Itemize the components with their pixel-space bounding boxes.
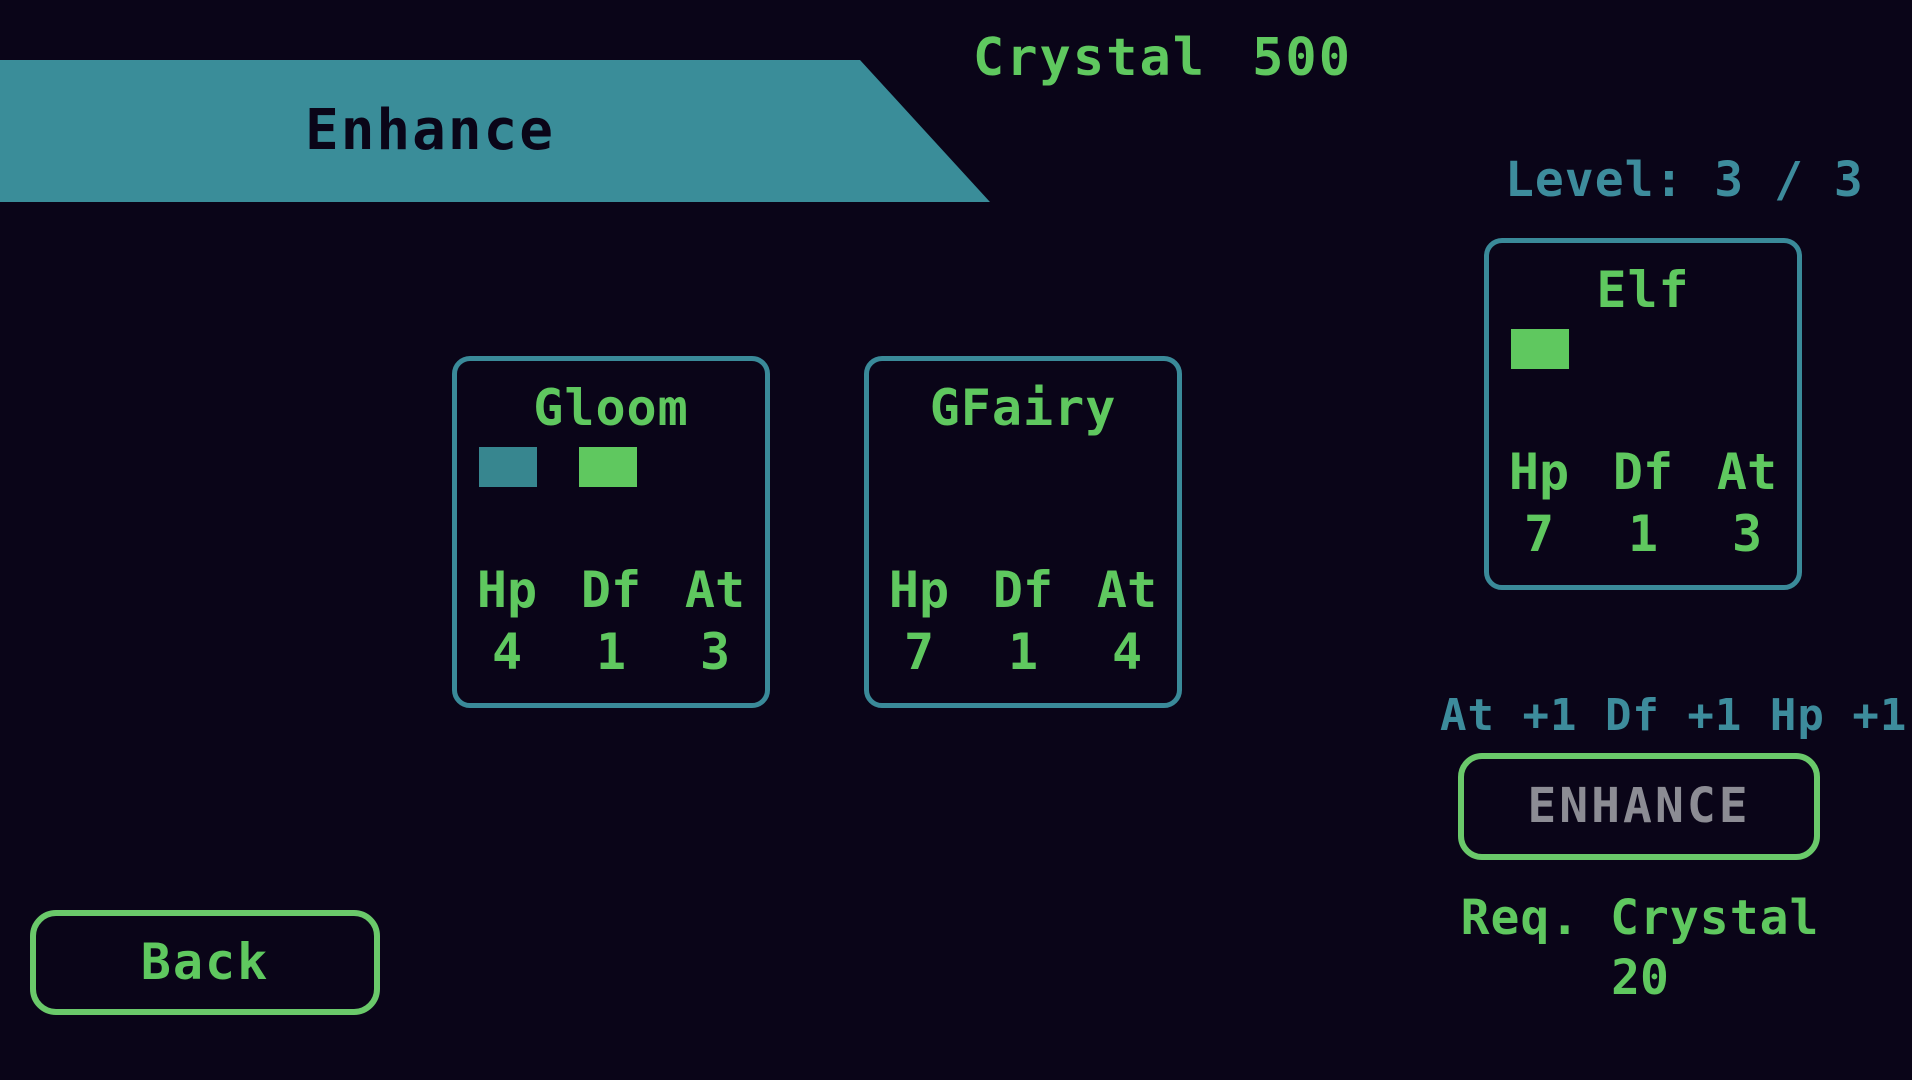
stat-value-df: 1 bbox=[1007, 623, 1039, 681]
unit-name-label: GFairy bbox=[929, 379, 1117, 437]
required-crystal-value: 20 bbox=[1611, 950, 1669, 1006]
stat-label-at: At bbox=[1096, 561, 1158, 619]
stat-label-df: Df bbox=[580, 561, 642, 619]
stat-label-row: Hp Df At bbox=[457, 561, 765, 619]
stat-label-row: Hp Df At bbox=[1489, 443, 1797, 501]
stat-value-hp: 7 bbox=[1523, 505, 1555, 563]
unit-card-elf[interactable]: Elf Hp Df At 7 1 3 bbox=[1484, 238, 1802, 590]
stat-value-row: 7 1 4 bbox=[869, 623, 1177, 681]
stat-value-df: 1 bbox=[1627, 505, 1659, 563]
element-swatch-green bbox=[579, 447, 637, 487]
level-readout: Level: 3 / 3 bbox=[1505, 152, 1864, 208]
stat-label-at: At bbox=[1716, 443, 1778, 501]
stat-label-df: Df bbox=[992, 561, 1054, 619]
stat-value-at: 4 bbox=[1111, 623, 1143, 681]
unit-card-gfairy[interactable]: GFairy Hp Df At 7 1 4 bbox=[864, 356, 1182, 708]
stat-label-hp: Hp bbox=[476, 561, 538, 619]
element-swatch-teal bbox=[479, 447, 537, 487]
crystal-amount: 500 bbox=[1252, 28, 1352, 88]
stat-value-hp: 4 bbox=[491, 623, 523, 681]
stat-label-at: At bbox=[684, 561, 746, 619]
stat-value-row: 4 1 3 bbox=[457, 623, 765, 681]
stat-gain-preview: At +1 Df +1 Hp +1 bbox=[1440, 690, 1908, 741]
crystal-readout: Crystal 500 bbox=[973, 28, 1352, 88]
header-banner: Enhance bbox=[0, 60, 990, 202]
required-crystal-label: Req. Crystal bbox=[1460, 890, 1820, 946]
back-button[interactable]: Back bbox=[30, 910, 380, 1015]
unit-card-gloom[interactable]: Gloom Hp Df At 4 1 3 bbox=[452, 356, 770, 708]
stat-value-row: 7 1 3 bbox=[1489, 505, 1797, 563]
stat-value-df: 1 bbox=[595, 623, 627, 681]
stat-label-hp: Hp bbox=[1508, 443, 1570, 501]
stat-value-at: 3 bbox=[699, 623, 731, 681]
enhance-button[interactable]: ENHANCE bbox=[1458, 753, 1820, 860]
stat-value-at: 3 bbox=[1731, 505, 1763, 563]
stat-label-df: Df bbox=[1612, 443, 1674, 501]
stat-label-row: Hp Df At bbox=[869, 561, 1177, 619]
crystal-label: Crystal bbox=[972, 28, 1207, 88]
stat-label-hp: Hp bbox=[888, 561, 950, 619]
element-swatch-green bbox=[1511, 329, 1569, 369]
swatch-row bbox=[1511, 329, 1569, 369]
unit-name-label: Elf bbox=[1596, 261, 1690, 319]
swatch-row bbox=[479, 447, 637, 487]
stat-value-hp: 7 bbox=[903, 623, 935, 681]
page-title: Enhance bbox=[304, 98, 555, 163]
unit-name-label: Gloom bbox=[533, 379, 689, 437]
